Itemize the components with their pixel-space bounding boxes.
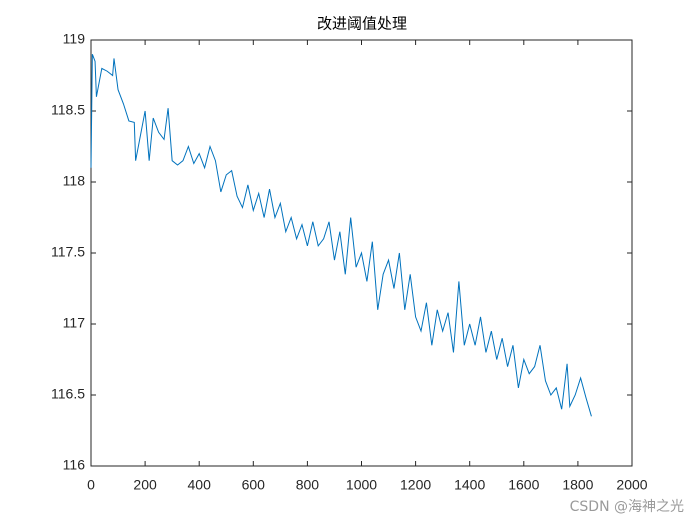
y-tick-label: 116 (63, 457, 86, 473)
x-tick-label: 1400 (454, 477, 485, 493)
y-tick-label: 119 (63, 31, 86, 47)
x-tick-label: 200 (133, 477, 157, 493)
x-tick-label: 400 (188, 477, 212, 493)
x-tick-label: 2000 (616, 477, 647, 493)
y-tick-label: 118 (63, 173, 86, 189)
y-tick-label: 118.5 (51, 102, 85, 118)
chart-title: 改进阈值处理 (317, 15, 407, 33)
x-tick-label: 600 (242, 477, 266, 493)
x-tick-label: 1000 (346, 477, 377, 493)
watermark: CSDN @海神之光 (570, 499, 684, 515)
x-tick-label: 800 (296, 477, 320, 493)
data-line (90, 54, 592, 417)
x-tick-label: 1800 (562, 477, 593, 493)
x-tick-label: 0 (87, 477, 95, 493)
x-tick-label: 1600 (508, 477, 539, 493)
y-tick-label: 116.5 (51, 386, 85, 402)
y-tick-label: 117 (63, 315, 86, 331)
y-tick-label: 117.5 (51, 244, 85, 260)
x-tick-label: 1200 (400, 477, 431, 493)
